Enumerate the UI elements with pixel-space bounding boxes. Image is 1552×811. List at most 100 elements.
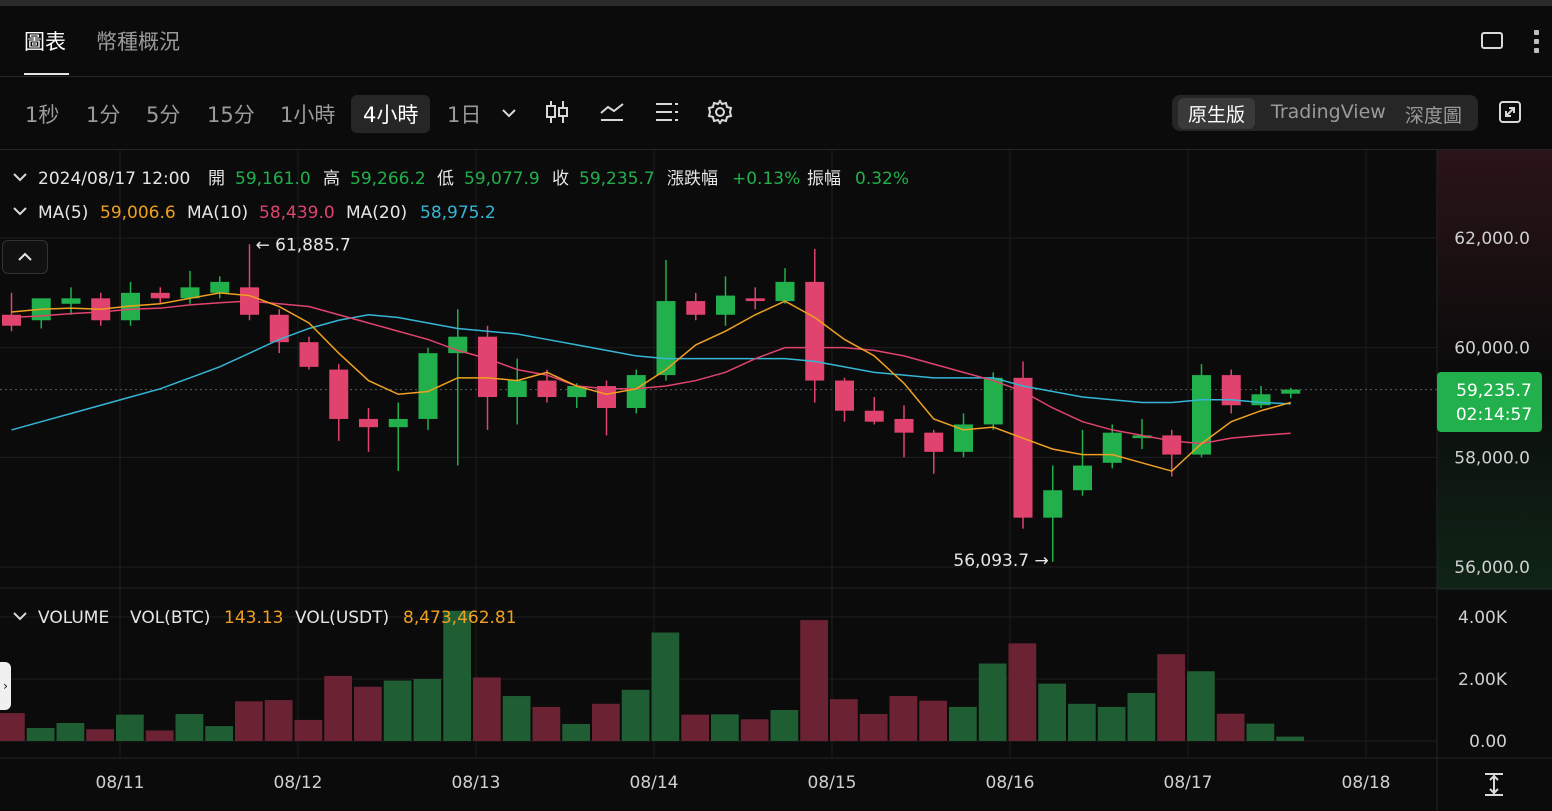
volume-bar-down [1216, 713, 1245, 741]
legend-low-label: 低 [437, 169, 454, 189]
timeframe-1m[interactable]: 1分 [86, 103, 121, 127]
candle-body-down [537, 380, 557, 398]
volume-bar-down [0, 713, 25, 741]
volume-bar-up [175, 714, 204, 741]
collapse-legend-button[interactable] [2, 240, 48, 274]
candle-body-up [1073, 465, 1092, 491]
current-price-label: 59,235.7 [1456, 381, 1532, 401]
y-axis-adjust-icon[interactable] [1485, 773, 1503, 796]
ma5-label: MA(5) [38, 203, 88, 223]
countdown-label: 02:14:57 [1456, 405, 1532, 425]
candle-body-up [775, 281, 795, 302]
volume-bar-up [383, 680, 412, 741]
ma20-value: 58,975.2 [420, 203, 496, 223]
vol-usdt-value: 8,473,462.81 [403, 608, 517, 628]
price-axis-background [1437, 150, 1552, 590]
vol-btc-value: 143.13 [224, 608, 283, 628]
vol-usdt-label: VOL(USDT) [295, 608, 389, 628]
chevron-down-icon[interactable] [13, 173, 27, 182]
volume-bar-up [56, 723, 85, 741]
volume-bar-up [651, 632, 680, 741]
ma5-line [11, 292, 1291, 472]
volume-bar-up [116, 714, 144, 741]
legend-change: +0.13% [732, 169, 800, 189]
gear-icon[interactable] [707, 99, 733, 125]
candle-body-down [269, 314, 289, 343]
timeframe-5m[interactable]: 5分 [146, 103, 181, 127]
legend-amp: 0.32% [855, 169, 909, 189]
list-settings-icon[interactable] [654, 99, 680, 125]
price-tick-label: 62,000.0 [1454, 229, 1530, 249]
volume-tick-label: 0.00 [1469, 732, 1507, 752]
window-icon[interactable] [1481, 32, 1503, 49]
vol-btc-label: VOL(BTC) [130, 608, 210, 628]
chevron-down-icon[interactable] [499, 103, 519, 123]
legend-high: 59,266.2 [350, 169, 426, 189]
volume-bar-down [532, 706, 561, 741]
candle-body-down [597, 386, 616, 408]
legend-datetime: 2024/08/17 12:00 [38, 169, 190, 189]
volume-tick-label: 4.00K [1458, 608, 1508, 628]
legend-low: 59,077.9 [464, 169, 540, 189]
volume-bar-up [711, 714, 739, 741]
legend-amp-label: 振幅 [807, 169, 841, 189]
candle-body-down [805, 281, 825, 381]
timeframe-1h[interactable]: 1小時 [280, 103, 336, 127]
ma10-label: MA(10) [187, 203, 248, 223]
chevron-down-icon[interactable] [13, 207, 27, 216]
price-chart[interactable]: 62,000.0 60,000.0 58,000.0 56,000.0 4.00K 2.0… [0, 150, 1552, 810]
volume-tick-label: 2.00K [1458, 670, 1508, 690]
chevron-down-icon[interactable] [13, 612, 27, 621]
candle-body-down [864, 410, 884, 422]
ma10-value: 58,439.0 [259, 203, 335, 223]
axes: 62,000.0 60,000.0 58,000.0 56,000.0 4.00K 2.0… [96, 229, 1531, 793]
ma-lines [11, 292, 1291, 472]
volume-bar-down [294, 719, 323, 741]
fullscreen-icon[interactable] [1499, 101, 1521, 123]
ma20-line [11, 314, 1291, 431]
volume-bar-up [1276, 736, 1304, 741]
volume-label: VOLUME [38, 608, 109, 628]
chart-toolbar: 1秒 1分 5分 15分 1小時 4小時 1日 原生版 TradingView … [0, 77, 1552, 150]
legend-open-label: 開 [208, 169, 225, 189]
view-native-button[interactable]: 原生版 [1178, 98, 1256, 129]
chevron-up-icon [18, 252, 32, 261]
legend-high-label: 高 [323, 169, 340, 189]
volume-bar-up [621, 689, 650, 741]
legend-close: 59,235.7 [579, 169, 655, 189]
timeframe-4h[interactable]: 4小時 [351, 95, 431, 133]
candle-body-down [478, 336, 497, 398]
timeframe-1s[interactable]: 1秒 [25, 103, 60, 127]
tab-chart[interactable]: 圖表 [24, 30, 66, 54]
candle-body-up [1251, 394, 1271, 406]
volume-bars [0, 610, 1304, 741]
timeframe-15m[interactable]: 15分 [207, 103, 255, 127]
view-switcher: 原生版 TradingView 深度圖 [1172, 95, 1478, 131]
volume-bar-down [86, 729, 114, 741]
ohlc-legend: 2024/08/17 12:00 開 59,161.0 高 59,266.2 低… [13, 169, 909, 189]
volume-bar-down [740, 719, 769, 741]
candle-body-down [924, 432, 944, 452]
tab-overview[interactable]: 幣種概況 [96, 30, 180, 54]
more-icon[interactable] [1534, 30, 1540, 56]
volume-bar-up [1187, 671, 1215, 741]
timeframe-1d[interactable]: 1日 [447, 103, 482, 127]
candlestick-type-icon[interactable] [544, 99, 570, 125]
candle-body-up [983, 377, 1003, 425]
ma20-label: MA(20) [346, 203, 407, 223]
volume-bar-up [1038, 683, 1066, 741]
indicator-icon[interactable] [599, 99, 625, 125]
volume-bar-down [592, 703, 620, 741]
view-depth-button[interactable]: 深度圖 [1405, 105, 1463, 127]
candle-body-up [656, 301, 676, 376]
date-tick-label: 08/16 [986, 773, 1035, 793]
volume-bar-up [413, 679, 442, 741]
side-panel-handle[interactable]: › [0, 662, 11, 710]
candle-body-down [150, 292, 170, 299]
active-tab-indicator [24, 73, 69, 75]
volume-bar-up [1068, 703, 1096, 741]
volume-bar-up [978, 663, 1007, 741]
candle-body-up [180, 287, 200, 299]
view-tradingview-button[interactable]: TradingView [1271, 101, 1386, 123]
candle-body-up [567, 386, 587, 398]
